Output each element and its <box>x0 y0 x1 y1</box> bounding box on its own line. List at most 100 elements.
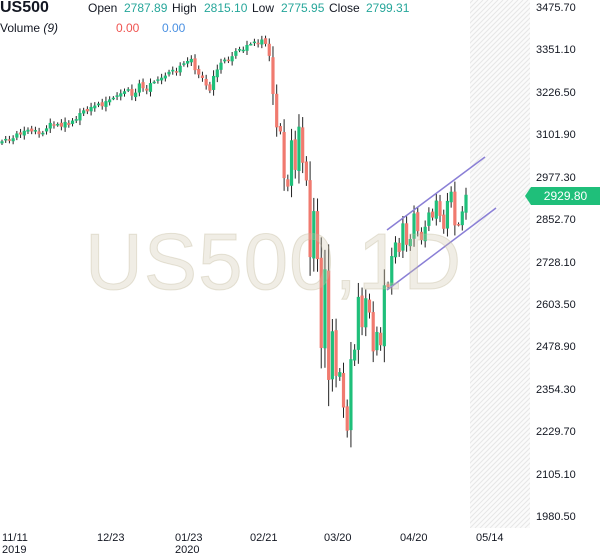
candle-body <box>245 44 249 51</box>
price-tick-label: 2354.30 <box>536 383 576 396</box>
price-tick-label: 2603.50 <box>536 298 576 311</box>
candle-body <box>208 84 212 91</box>
candle-body <box>282 131 286 179</box>
close-value: 2799.31 <box>366 1 410 15</box>
hatch-line <box>470 262 530 324</box>
candle-body <box>286 179 290 187</box>
candle-body <box>315 211 320 260</box>
hatch-line <box>470 252 530 314</box>
hatch-line <box>470 47 530 109</box>
candle-body <box>419 231 424 241</box>
candle-body <box>275 93 279 128</box>
candle-body <box>122 91 127 94</box>
price-tick-label: 3226.50 <box>536 86 576 99</box>
candle-body <box>278 126 282 132</box>
candle-body <box>82 110 86 114</box>
candle-body <box>0 141 4 144</box>
hatch-line <box>470 42 530 104</box>
channel-lower-line[interactable] <box>386 207 497 291</box>
last-price-tag: 2929.80 <box>525 187 600 205</box>
candle-body <box>137 83 141 93</box>
price-tick-label: 2852.70 <box>536 214 576 227</box>
candle-body <box>115 95 119 97</box>
candle-body <box>63 121 67 128</box>
candle-body <box>356 296 360 350</box>
date-tick-label: 11/11 2019 <box>2 532 28 556</box>
candle-body <box>289 140 294 186</box>
candle-body <box>15 133 19 138</box>
candle-body <box>126 89 130 91</box>
candle-body <box>293 139 297 170</box>
candle-body <box>353 349 357 361</box>
candle-body <box>204 78 208 86</box>
candle-body <box>145 88 149 91</box>
hatch-line <box>470 237 530 299</box>
candle-body <box>171 69 175 72</box>
candle-body <box>445 200 450 229</box>
price-tick-label: 1980.50 <box>536 511 576 523</box>
hatch-line <box>470 422 530 484</box>
date-tick-label: 02/21 <box>250 532 278 544</box>
candle-body <box>89 106 93 112</box>
candle-body <box>37 131 41 135</box>
volume-value-b: 0.00 <box>162 21 186 35</box>
candles-layer <box>0 35 468 448</box>
candle-body <box>141 82 145 89</box>
candle-body <box>22 130 26 136</box>
volume-label[interactable]: Volume (9) <box>0 21 59 35</box>
high-value: 2815.10 <box>204 1 248 15</box>
candle-body <box>223 59 227 62</box>
candle-body <box>104 101 108 107</box>
candle-body <box>301 127 305 163</box>
hatch-line <box>470 212 530 274</box>
candle-body <box>148 83 153 92</box>
candle-body <box>156 79 160 81</box>
hatch-line <box>470 227 530 289</box>
candle-body <box>74 119 78 121</box>
trend-channel[interactable] <box>386 156 497 291</box>
candle-body <box>30 128 34 132</box>
candle-body <box>163 75 167 79</box>
candle-body <box>371 312 375 352</box>
hatch-line <box>470 432 530 494</box>
date-tick-label: 03/20 <box>324 532 352 544</box>
candle-body <box>367 299 372 313</box>
hatch-line <box>470 57 530 119</box>
candle-body <box>412 213 416 239</box>
price-tick-label: 2977.30 <box>536 171 576 184</box>
hatch-line <box>470 437 530 499</box>
candle-body <box>338 372 342 377</box>
candle-body <box>197 69 201 75</box>
candle-body <box>52 124 56 126</box>
high-label: High <box>172 1 197 15</box>
hatch-line <box>470 37 530 99</box>
candle-body <box>252 41 257 44</box>
hatch-line <box>470 402 530 464</box>
hatch-line <box>470 207 530 269</box>
candle-body <box>430 211 435 218</box>
price-tick-label: 3101.90 <box>536 129 576 142</box>
candle-body <box>26 129 30 132</box>
hatch-line <box>470 247 530 309</box>
candle-body <box>464 194 468 213</box>
channel-upper-line[interactable] <box>386 156 486 231</box>
candle-body <box>48 122 52 129</box>
hatch-line <box>470 407 530 469</box>
candle-body <box>186 60 190 64</box>
hatch-line <box>470 82 530 144</box>
hatch-line <box>470 217 530 279</box>
symbol-title[interactable]: US500 <box>0 0 49 16</box>
candle-body <box>237 49 242 51</box>
close-label: Close <box>329 1 360 15</box>
candle-body <box>59 122 63 127</box>
candle-body <box>226 59 231 62</box>
candle-body <box>167 71 171 75</box>
candle-body <box>215 69 219 78</box>
hatch-line <box>470 427 530 489</box>
hatch-line <box>470 412 530 474</box>
candle-body <box>438 201 442 216</box>
candle-body <box>189 58 193 63</box>
hatch-line <box>470 62 530 124</box>
date-tick-label: 01/23 2020 <box>175 532 203 556</box>
